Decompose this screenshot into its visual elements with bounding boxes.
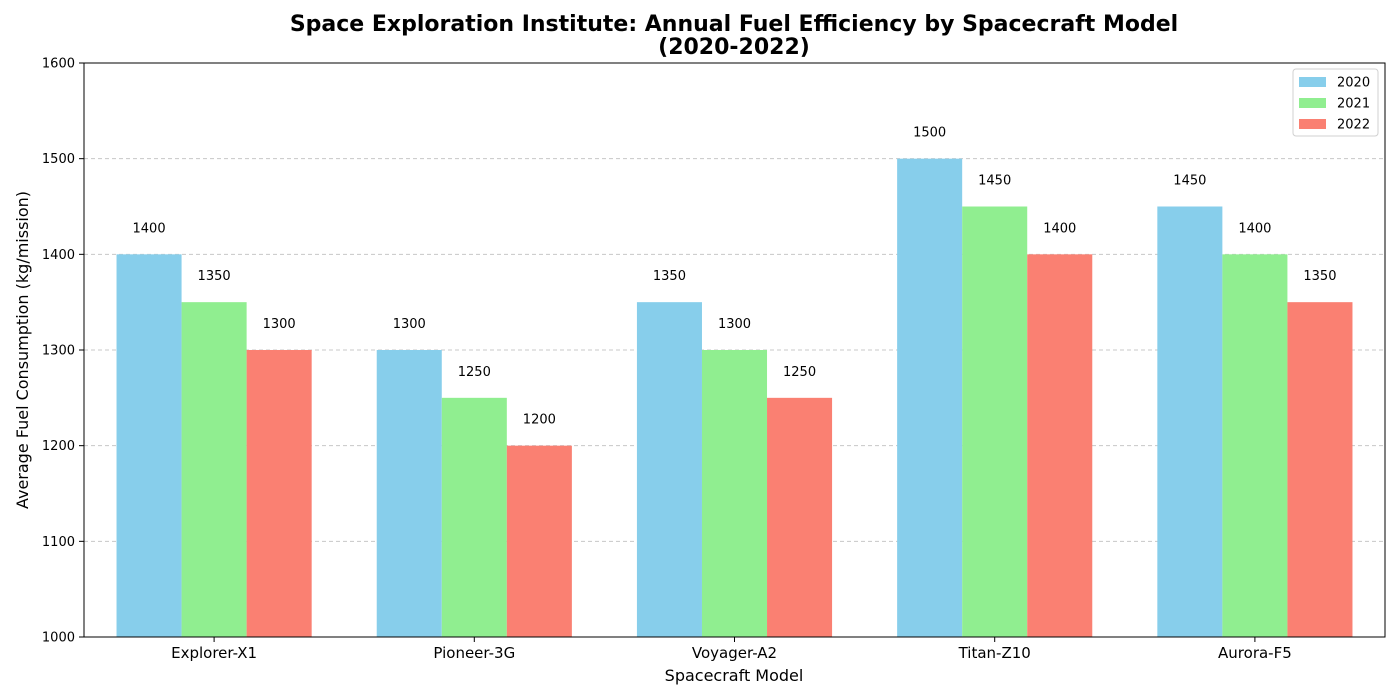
y-tick-label: 1100 — [42, 535, 75, 550]
bar-2020-Pioneer-3G — [376, 350, 442, 637]
chart-title: Space Exploration Institute: Annual Fuel… — [290, 12, 1178, 37]
bar-2021-Titan-Z10 — [962, 206, 1028, 637]
bar-2022-Voyager-A2 — [767, 397, 833, 637]
value-labels: 1400 1350 1300 1300 1250 1200 1350 1300 1250 1500… — [133, 126, 1337, 428]
bar-2022-Pioneer-3G — [506, 445, 572, 637]
legend-swatch — [1299, 77, 1326, 87]
bar-2022-Explorer-X1 — [246, 350, 312, 637]
y-axis-ticks: 1000 1100 1200 1300 1400 1500 1600 — [42, 57, 84, 646]
x-tick-label: Voyager-A2 — [692, 644, 777, 662]
bar-2021-Pioneer-3G — [441, 397, 507, 637]
data-label: 1450 — [1173, 174, 1206, 189]
legend: 2020 2021 2022 — [1292, 68, 1379, 137]
bar-2022-Aurora-F5 — [1287, 302, 1353, 637]
bar-2021-Explorer-X1 — [181, 302, 247, 637]
bar-2022-Titan-Z10 — [1027, 254, 1093, 638]
x-axis-label: Spacecraft Model — [665, 666, 804, 685]
x-tick-label: Explorer-X1 — [171, 644, 257, 662]
x-tick-label: Pioneer-3G — [433, 644, 515, 662]
x-tick-label: Aurora-F5 — [1218, 644, 1292, 662]
data-label: 1300 — [393, 317, 426, 332]
legend-entry: 2020 — [1337, 76, 1370, 91]
bar-2020-Voyager-A2 — [636, 302, 702, 637]
data-label: 1300 — [263, 317, 296, 332]
data-label: 1200 — [523, 413, 556, 428]
legend-entry: 2022 — [1337, 118, 1370, 133]
legend-swatch — [1299, 98, 1326, 108]
legend-entry: 2021 — [1337, 97, 1370, 112]
bars — [116, 158, 1353, 638]
y-tick-label: 1500 — [42, 152, 75, 167]
y-tick-label: 1600 — [42, 57, 75, 72]
data-label: 1350 — [198, 269, 231, 284]
bar-2020-Aurora-F5 — [1157, 206, 1223, 637]
y-tick-label: 1300 — [42, 344, 75, 359]
data-label: 1400 — [1043, 221, 1076, 236]
y-tick-label: 1200 — [42, 439, 75, 454]
data-label: 1250 — [783, 365, 816, 380]
y-tick-label: 1000 — [42, 631, 75, 646]
chart-subtitle: (2020-2022) — [658, 35, 810, 60]
data-label: 1250 — [458, 365, 491, 380]
x-tick-label: Titan-Z10 — [958, 644, 1031, 662]
data-label: 1400 — [133, 221, 166, 236]
data-label: 1350 — [653, 269, 686, 284]
bar-2020-Explorer-X1 — [116, 254, 182, 638]
data-label: 1350 — [1303, 269, 1336, 284]
data-label: 1300 — [718, 317, 751, 332]
bar-2021-Voyager-A2 — [701, 350, 768, 637]
data-label: 1450 — [978, 174, 1011, 189]
legend-swatch — [1299, 119, 1326, 129]
y-axis-label: Average Fuel Consumption (kg/mission) — [13, 191, 32, 509]
bar-2021-Aurora-F5 — [1222, 254, 1288, 638]
data-label: 1500 — [913, 126, 946, 141]
data-label: 1400 — [1238, 221, 1271, 236]
x-axis-ticks: Explorer-X1 Pioneer-3G Voyager-A2 Titan-Z10… — [171, 637, 1292, 662]
bar-2020-Titan-Z10 — [897, 158, 963, 637]
y-tick-label: 1400 — [42, 248, 75, 263]
